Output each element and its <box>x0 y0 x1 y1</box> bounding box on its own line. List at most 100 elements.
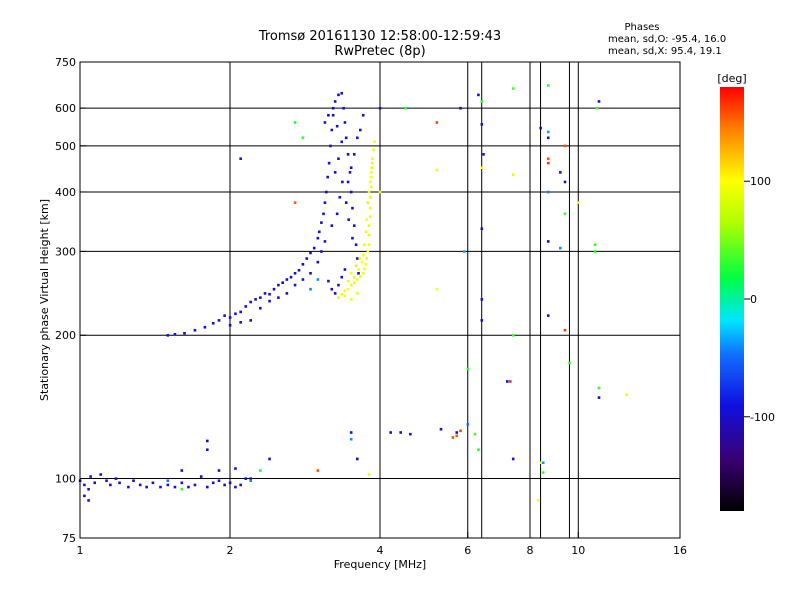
y-tick-label: 400 <box>55 186 76 199</box>
colorbar-tick-label: 100 <box>750 175 771 188</box>
data-point <box>340 140 344 144</box>
x-axis: 1 2 4 6 8 10 16 <box>77 532 687 557</box>
data-point <box>358 275 362 278</box>
data-point <box>199 475 203 478</box>
data-point <box>546 157 550 161</box>
data-point <box>337 157 340 161</box>
data-point <box>239 157 242 161</box>
data-point <box>317 230 321 234</box>
data-point <box>349 190 353 194</box>
data-point <box>361 113 365 117</box>
data-point <box>166 483 170 487</box>
data-point <box>593 243 597 247</box>
colorbar-ticks: 100 0 -100 <box>744 175 775 424</box>
data-point <box>316 260 320 264</box>
data-point <box>293 201 297 204</box>
data-point <box>355 292 359 295</box>
data-point <box>361 253 365 257</box>
data-point <box>351 236 354 240</box>
data-point <box>228 316 232 319</box>
data-point <box>173 333 177 336</box>
data-point <box>577 201 580 204</box>
data-point <box>360 260 364 264</box>
data-point <box>371 157 374 161</box>
y-tick-label: 750 <box>55 56 76 69</box>
data-point <box>466 367 470 371</box>
data-point <box>254 298 257 301</box>
data-point <box>364 230 368 234</box>
data-point <box>357 268 360 271</box>
data-point <box>477 93 480 97</box>
data-point <box>355 457 359 461</box>
data-point <box>109 483 112 487</box>
data-point <box>329 144 332 148</box>
data-point <box>546 161 550 165</box>
data-point <box>367 233 371 237</box>
phase-box-line-o: mean, sd,O: -95.4, 16.0 <box>608 34 726 45</box>
data-point <box>367 190 371 194</box>
data-point <box>234 312 237 316</box>
data-point <box>205 439 209 443</box>
data-point <box>352 281 356 284</box>
data-point <box>354 243 358 247</box>
data-point <box>228 323 232 327</box>
data-point <box>462 250 466 253</box>
data-point <box>277 296 280 299</box>
data-point <box>459 429 462 433</box>
data-point <box>151 481 155 485</box>
data-point <box>349 431 353 434</box>
data-point <box>223 314 226 317</box>
data-point <box>249 319 253 322</box>
x-tick-label: 1 <box>77 544 84 557</box>
data-point <box>595 106 599 110</box>
data-point <box>217 479 221 483</box>
data-point <box>369 171 373 174</box>
data-point <box>378 106 382 110</box>
data-point <box>259 306 262 310</box>
data-point <box>511 87 515 90</box>
data-point <box>349 166 353 170</box>
data-point <box>368 195 372 199</box>
data-point <box>277 283 280 287</box>
data-point <box>268 292 271 296</box>
data-point <box>363 243 366 247</box>
data-point <box>249 477 253 480</box>
data-point <box>93 481 97 485</box>
data-point <box>331 106 335 110</box>
x-tick-label: 16 <box>673 544 687 557</box>
points-layer <box>78 84 628 502</box>
data-point <box>330 287 334 291</box>
x-tick-label: 8 <box>527 544 534 557</box>
data-point <box>327 113 330 117</box>
data-point <box>180 487 184 491</box>
data-point <box>477 448 480 452</box>
data-point <box>217 319 221 322</box>
data-point <box>541 461 545 465</box>
y-axis-label: Stationary phase Virtual Height [km] <box>38 199 51 401</box>
data-point <box>346 287 350 291</box>
data-point <box>349 298 353 301</box>
data-point <box>166 334 170 337</box>
data-point <box>337 296 340 299</box>
data-point <box>166 479 170 483</box>
data-point <box>323 240 327 243</box>
data-point <box>373 140 376 144</box>
data-point <box>301 278 305 281</box>
data-point <box>409 432 412 436</box>
data-point <box>217 469 221 472</box>
data-point <box>539 126 542 130</box>
data-point <box>316 469 320 472</box>
data-point <box>508 380 512 383</box>
phase-box-title: Phases <box>624 22 659 33</box>
data-point <box>435 121 439 124</box>
data-point <box>234 467 237 470</box>
data-point <box>330 224 334 227</box>
data-point <box>83 483 86 487</box>
data-point <box>370 166 374 170</box>
data-point <box>331 113 335 117</box>
data-point <box>597 386 601 390</box>
x-axis-label: Frequency [MHz] <box>334 558 426 571</box>
colorbar <box>720 87 744 511</box>
data-point <box>340 91 344 95</box>
data-point <box>546 190 550 194</box>
